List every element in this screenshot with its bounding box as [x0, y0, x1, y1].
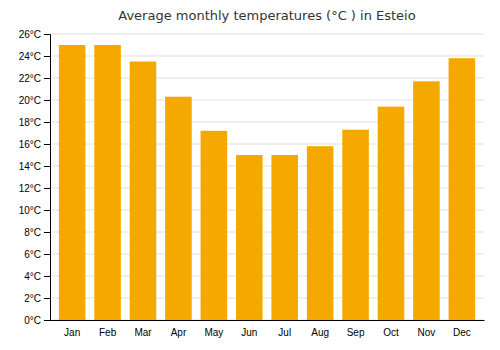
tick: 18°C	[19, 117, 50, 128]
x-axis: Jan Feb Mar Apr May Jun Jul Aug Sep Oct Nov Dec	[51, 321, 485, 339]
tick-label: Dec	[453, 327, 471, 338]
bar	[342, 130, 369, 320]
tick-mark	[44, 166, 50, 167]
bar	[94, 45, 121, 320]
tick: Jun	[241, 327, 257, 338]
tick: 8°C	[24, 227, 50, 238]
bars	[59, 45, 475, 320]
tick-label: Oct	[383, 327, 399, 338]
grid	[50, 34, 484, 320]
tick-mark	[44, 276, 50, 277]
tick: 26°C	[19, 29, 50, 40]
tick-mark	[44, 122, 50, 123]
tick-mark	[44, 144, 50, 145]
tick: Dec	[453, 327, 471, 338]
tick-label: 26°C	[19, 29, 41, 40]
tick-label: 0°C	[24, 315, 41, 326]
tick: 20°C	[19, 95, 50, 106]
tick-mark	[44, 210, 50, 211]
tick-mark	[44, 320, 50, 321]
tick-mark	[44, 254, 50, 255]
tick-label: Mar	[134, 327, 152, 338]
tick: Feb	[99, 327, 117, 338]
y-axis: 0°C 2°C 4°C 6°C 8°C 10°C 12°C 14°C 16°C 18°C 20°C 2…	[19, 29, 51, 326]
tick: Jan	[64, 327, 80, 338]
tick-label: Feb	[99, 327, 117, 338]
bar	[307, 146, 334, 320]
tick-label: 16°C	[19, 139, 41, 150]
tick: 14°C	[19, 161, 50, 172]
axis-line	[51, 320, 485, 321]
bar	[378, 107, 405, 320]
tick-mark	[44, 298, 50, 299]
title: Average monthly temperatures (°C ) in Es…	[118, 8, 415, 23]
tick-label: Jan	[64, 327, 80, 338]
tick-label: 20°C	[19, 95, 41, 106]
tick-label: Jul	[278, 327, 291, 338]
tick-label: Aug	[311, 327, 329, 338]
tick: 24°C	[19, 51, 50, 62]
tick-mark	[44, 188, 50, 189]
tick: 6°C	[24, 249, 50, 260]
tick-label: 8°C	[24, 227, 41, 238]
tick-label: 2°C	[24, 293, 41, 304]
tick-label: Apr	[171, 327, 187, 338]
tick-mark	[44, 232, 50, 233]
tick: Sep	[347, 327, 365, 338]
tick-label: 14°C	[19, 161, 41, 172]
tick-label: 6°C	[24, 249, 41, 260]
tick-mark	[44, 78, 50, 79]
bar	[165, 97, 192, 320]
tick: Aug	[311, 327, 329, 338]
tick: Nov	[418, 327, 436, 338]
tick-label: 12°C	[19, 183, 41, 194]
axis-line	[44, 35, 51, 321]
tick: Apr	[171, 327, 187, 338]
tick-label: 10°C	[19, 205, 41, 216]
tick: Mar	[134, 327, 152, 338]
tick: 10°C	[19, 205, 50, 216]
tick-label: Sep	[347, 327, 365, 338]
bar	[413, 81, 440, 320]
tick-label: 24°C	[19, 51, 41, 62]
tick-label: Nov	[418, 327, 436, 338]
plot: 0°C 2°C 4°C 6°C 8°C 10°C 12°C 14°C 16°C 18°C 20°C 2…	[19, 29, 485, 338]
tick: 2°C	[24, 293, 50, 304]
tick: Jul	[278, 327, 291, 338]
tick: 4°C	[24, 271, 50, 282]
tick: May	[204, 327, 223, 338]
bar	[130, 62, 157, 321]
tick-mark	[44, 34, 50, 35]
tick-label: 22°C	[19, 73, 41, 84]
tick-label: 18°C	[19, 117, 41, 128]
tick: 22°C	[19, 73, 50, 84]
tick: 16°C	[19, 139, 50, 150]
tick-mark	[44, 56, 50, 57]
tick: 12°C	[19, 183, 50, 194]
tick-label: May	[204, 327, 223, 338]
chart: 0°C 2°C 4°C 6°C 8°C 10°C 12°C 14°C 16°C 18°C 20°C 2…	[0, 0, 500, 350]
tick: 0°C	[24, 315, 50, 326]
tick: Oct	[383, 327, 399, 338]
bar	[59, 45, 86, 320]
tick-mark	[44, 100, 50, 101]
tick-label: 4°C	[24, 271, 41, 282]
bar	[201, 131, 228, 320]
grid-line	[50, 34, 484, 35]
bar	[271, 155, 298, 320]
tick-label: Jun	[241, 327, 257, 338]
bar	[449, 58, 476, 320]
bar	[236, 155, 263, 320]
